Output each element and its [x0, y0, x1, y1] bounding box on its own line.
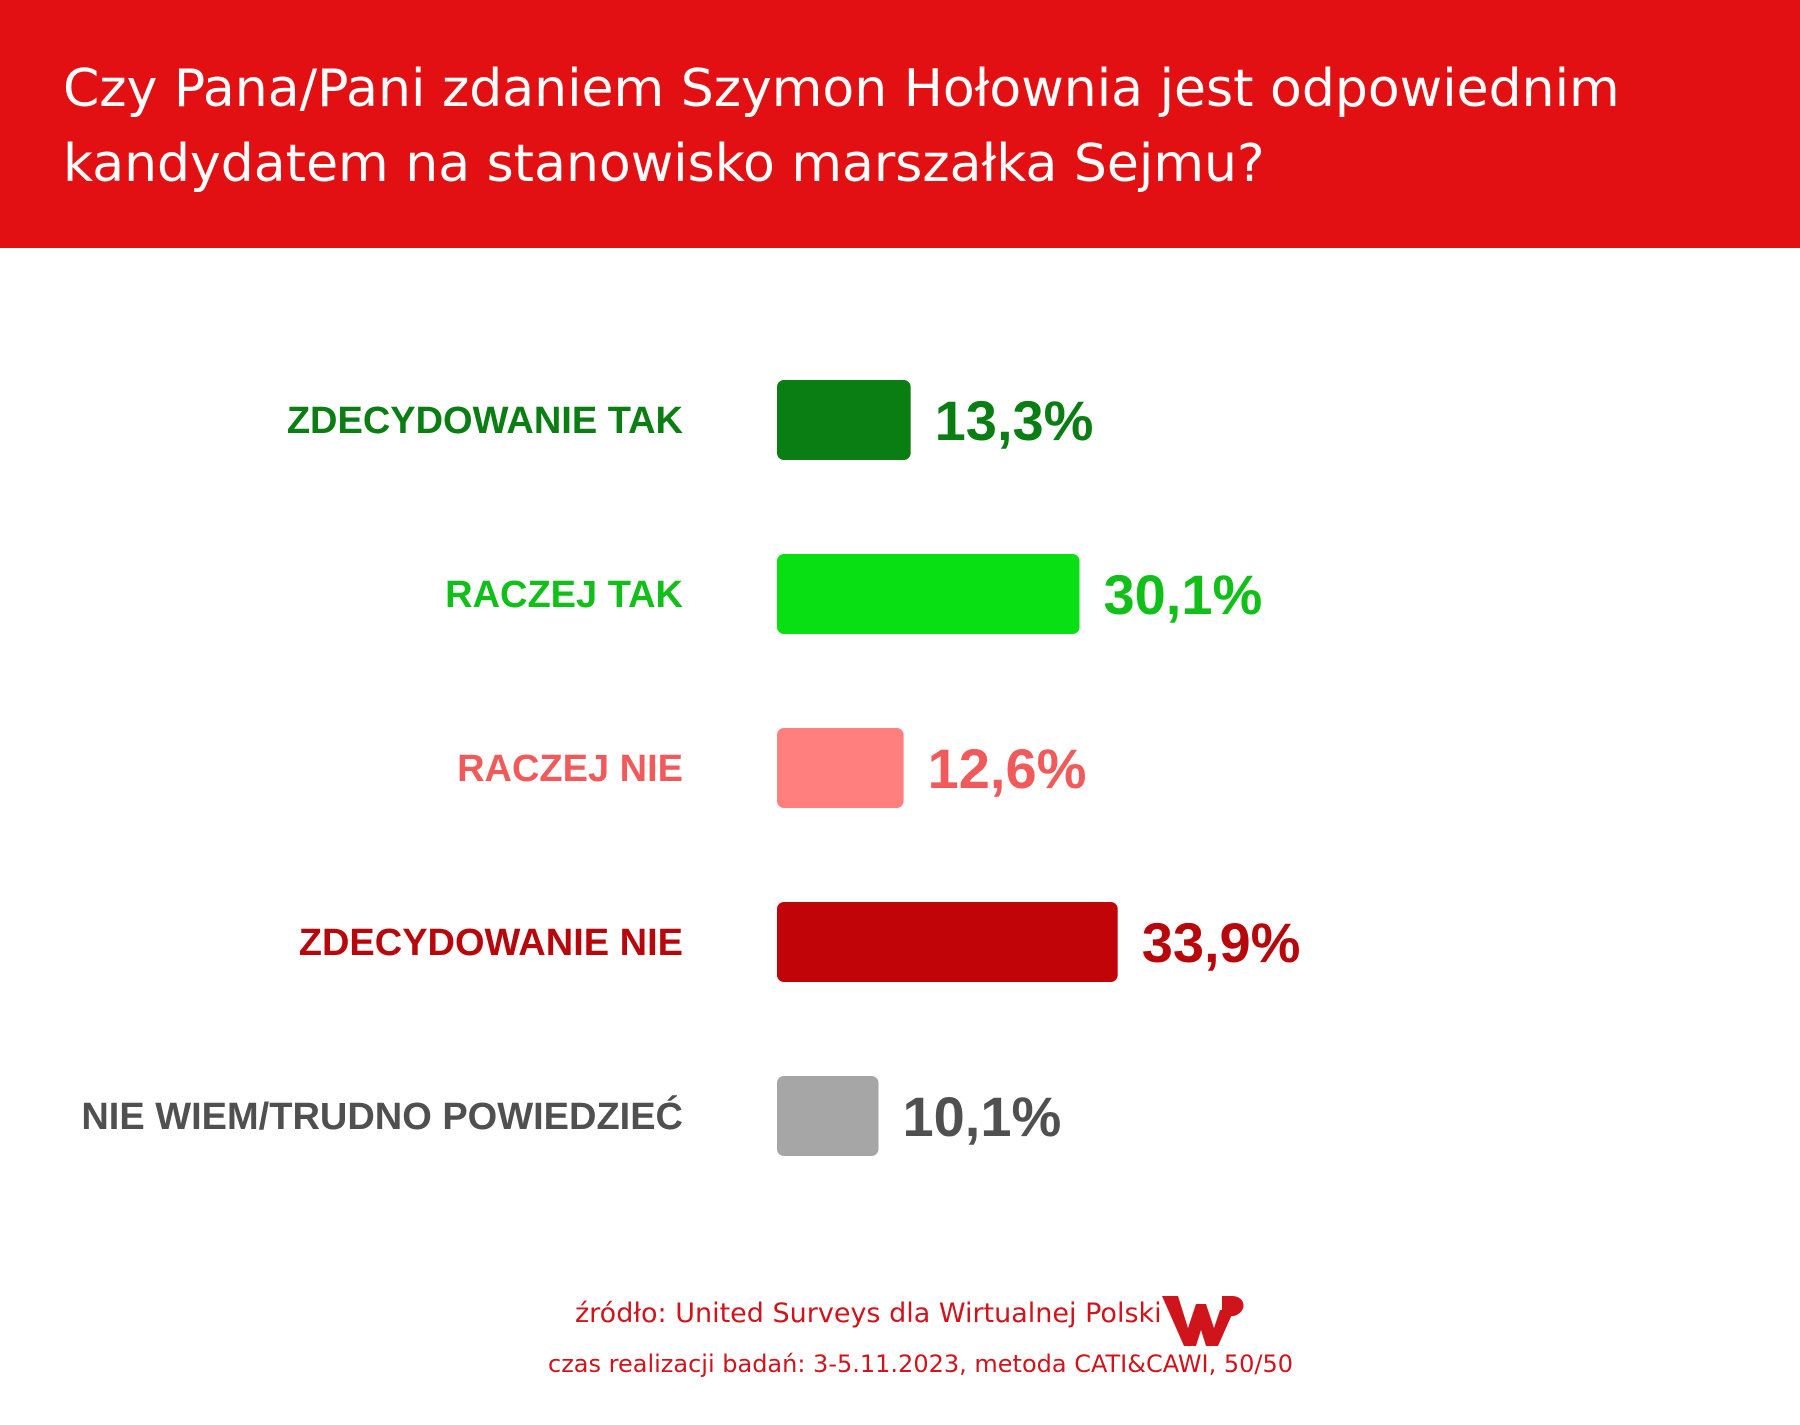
value-label: 33,9% — [1142, 911, 1301, 974]
bar-chart-rows: ZDECYDOWANIE TAK 13,3% RACZEJ TAK 30,1% RACZ… — [81, 380, 1300, 1156]
source-text: źródło: United Surveys dla Wirtualnej Po… — [575, 1298, 1162, 1329]
value-label: 10,1% — [903, 1085, 1062, 1148]
bar — [777, 728, 904, 808]
category-label: NIE WIEM/TRUDNO POWIEDZIEĆ — [81, 1094, 683, 1138]
value-label: 30,1% — [1104, 563, 1263, 626]
category-label: ZDECYDOWANIE TAK — [287, 400, 684, 442]
category-label: RACZEJ NIE — [457, 748, 683, 790]
value-label: 12,6% — [928, 737, 1087, 800]
method-text: czas realizacji badań: 3-5.11.2023, meto… — [548, 1350, 1294, 1378]
wp-logo-w-shape — [1162, 1296, 1234, 1346]
chart-title: Czy Pana/Pani zdaniem Szymon Hołownia je… — [63, 52, 1763, 202]
value-label: 13,3% — [935, 389, 1094, 452]
bar — [777, 380, 911, 460]
header-banner: Czy Pana/Pani zdaniem Szymon Hołownia je… — [0, 0, 1800, 248]
category-label: ZDECYDOWANIE NIE — [299, 922, 683, 964]
chart-title-line-1: Czy Pana/Pani zdaniem Szymon Hołownia je… — [63, 59, 1620, 119]
footer: źródło: United Surveys dla Wirtualnej Po… — [0, 1290, 1800, 1400]
bar — [777, 1076, 879, 1156]
category-label: RACZEJ TAK — [445, 574, 683, 616]
bar — [777, 554, 1080, 634]
bar — [777, 902, 1118, 982]
wp-logo — [1162, 1296, 1244, 1346]
chart-title-line-2: kandydatem na stanowisko marszałka Sejmu… — [63, 134, 1265, 194]
wp-logo-p-shape — [1222, 1296, 1244, 1326]
